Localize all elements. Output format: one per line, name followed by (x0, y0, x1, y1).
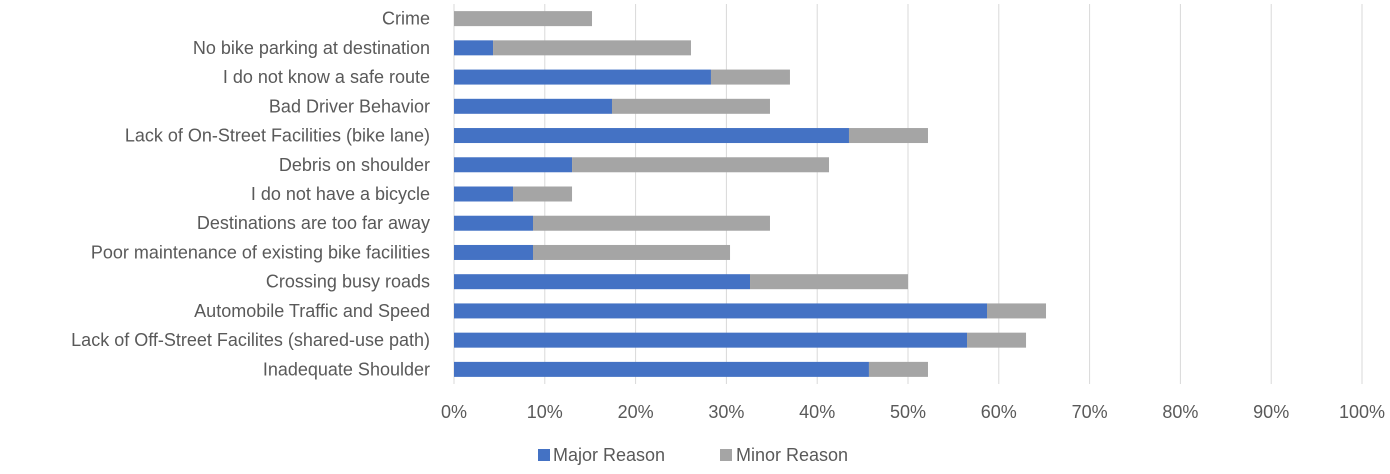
bar-minor-reason-i-do-not-know-a-safe-route (710, 69, 790, 85)
bar-major-reason-automobile-traffic-and-speed (454, 303, 987, 319)
gridlines (453, 4, 1363, 384)
bar-minor-reason-i-do-not-have-a-bicycle (513, 186, 573, 202)
bar-minor-reason-destinations-are-too-far-away (532, 215, 770, 231)
bar-minor-reason-bad-driver-behavior (611, 98, 770, 114)
bar-major-reason-lack-of-on-street-facilities-bike-lane (454, 128, 849, 144)
bar-major-reason-poor-maintenance-of-existing-bike-facilities (454, 244, 533, 260)
x-tick-labels: 0% 10% 20% 30% 40% 50% 60% 70% 80% 90% 100% (441, 402, 1385, 422)
bar-minor-reason-poor-maintenance-of-existing-bike-facilities (532, 244, 731, 260)
x-tick-label: 30% (708, 402, 744, 422)
x-tick-label: 0% (441, 402, 467, 422)
bar-minor-reason-debris-on-shoulder (572, 157, 830, 173)
category-label: No bike parking at destination (193, 38, 430, 58)
category-label: Destinations are too far away (197, 213, 430, 233)
bar-major-reason-bad-driver-behavior (454, 98, 612, 114)
bar-major-reason-i-do-not-have-a-bicycle (454, 186, 514, 202)
legend-label-minor-reason: Minor Reason (736, 445, 848, 465)
category-label: Lack of Off-Street Facilites (shared-use… (71, 330, 430, 350)
category-label: Crime (382, 9, 430, 29)
bar-minor-reason-lack-of-on-street-facilities-bike-lane (848, 128, 928, 144)
bar-major-reason-crossing-busy-roads (454, 274, 751, 290)
bar-major-reason-no-bike-parking-at-destination (454, 40, 494, 56)
bar-minor-reason-crime (454, 11, 593, 27)
category-label: I do not know a safe route (223, 67, 430, 87)
x-tick-label: 50% (890, 402, 926, 422)
category-label: Bad Driver Behavior (269, 96, 430, 116)
x-tick-label: 20% (618, 402, 654, 422)
x-tick-label: 90% (1253, 402, 1289, 422)
bar-major-reason-i-do-not-know-a-safe-route (454, 69, 711, 85)
legend: Major Reason Minor Reason (538, 445, 848, 465)
bar-minor-reason-inadequate-shoulder (868, 361, 928, 377)
category-label: Inadequate Shoulder (263, 359, 430, 379)
bar-major-reason-inadequate-shoulder (454, 361, 869, 377)
category-label: Poor maintenance of existing bike facili… (91, 242, 430, 262)
legend-swatch-major-reason (538, 449, 550, 461)
x-tick-label: 10% (527, 402, 563, 422)
bar-minor-reason-no-bike-parking-at-destination (493, 40, 691, 56)
category-label: Lack of On-Street Facilities (bike lane) (125, 126, 430, 146)
bar-minor-reason-lack-of-off-street-facilites-shared-use-path (967, 332, 1027, 348)
category-label: I do not have a bicycle (251, 184, 430, 204)
x-tick-label: 80% (1162, 402, 1198, 422)
bars (454, 11, 1047, 377)
x-tick-label: 70% (1072, 402, 1108, 422)
bar-major-reason-lack-of-off-street-facilites-shared-use-path (454, 332, 968, 348)
x-tick-label: 100% (1339, 402, 1385, 422)
bar-major-reason-debris-on-shoulder (454, 157, 573, 173)
category-label: Crossing busy roads (266, 272, 430, 292)
x-tick-label: 40% (799, 402, 835, 422)
bar-major-reason-destinations-are-too-far-away (454, 215, 533, 231)
bar-minor-reason-automobile-traffic-and-speed (986, 303, 1047, 319)
x-tick-label: 60% (981, 402, 1017, 422)
legend-label-major-reason: Major Reason (553, 445, 665, 465)
category-label: Debris on shoulder (279, 155, 430, 175)
legend-swatch-minor-reason (720, 449, 732, 461)
bar-minor-reason-crossing-busy-roads (750, 274, 908, 290)
category-label: Automobile Traffic and Speed (194, 301, 430, 321)
category-labels: Crime No bike parking at destination I do … (71, 9, 430, 380)
